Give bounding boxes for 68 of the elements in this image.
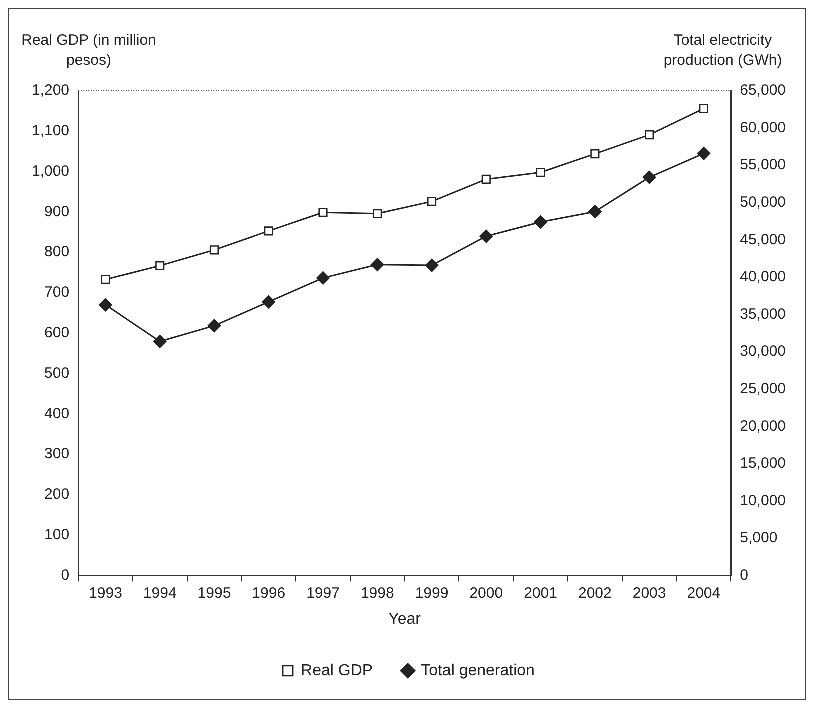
y-axis-title: Real GDP (in million pesos) <box>20 31 158 71</box>
x-tick-label: 2002 <box>578 584 612 602</box>
y2-tick-label: 35,000 <box>740 306 786 323</box>
y-tick-label: 400 <box>44 405 70 422</box>
point <box>316 272 330 285</box>
x-tick-label: 1995 <box>198 584 232 602</box>
x-tick-label: 1999 <box>415 584 449 602</box>
y-tick-label: 600 <box>44 324 70 342</box>
y2-tick-label: 5,000 <box>740 530 778 547</box>
y2-tick-label: 0 <box>740 566 748 584</box>
point <box>264 226 274 236</box>
y2-tick-label: 60,000 <box>740 119 786 136</box>
point <box>262 295 276 309</box>
point <box>480 230 494 244</box>
point <box>590 149 600 159</box>
point <box>588 205 602 218</box>
x-tick-label: 1994 <box>143 584 177 602</box>
point <box>482 174 491 184</box>
x-tick-label: 1996 <box>252 584 286 602</box>
point <box>101 275 110 284</box>
y-tick-label: 500 <box>44 364 70 382</box>
point <box>642 170 656 184</box>
point <box>373 209 382 218</box>
y2-tick-label: 15,000 <box>740 455 786 472</box>
y2-tick-label: 30,000 <box>740 343 786 360</box>
point <box>318 208 328 218</box>
y2-tick-label: 55,000 <box>740 156 786 174</box>
point <box>208 319 222 333</box>
point <box>156 261 165 270</box>
y2-tick-label: 25,000 <box>740 380 786 398</box>
point <box>697 147 711 160</box>
point <box>99 298 112 312</box>
point <box>699 104 708 114</box>
x-tick-label: 2003 <box>632 584 666 602</box>
y-tick-label: 1,200 <box>32 82 70 100</box>
point <box>210 246 220 255</box>
legend-label: Real GDP <box>301 662 374 680</box>
point <box>370 258 384 272</box>
point <box>645 130 654 140</box>
y-tick-label: 300 <box>44 446 70 463</box>
x-tick-label: 2000 <box>470 584 504 602</box>
x-tick-label: 2001 <box>524 584 558 602</box>
y2-tick-label: 10,000 <box>740 492 786 510</box>
y2-tick-label: 20,000 <box>740 418 786 435</box>
point <box>534 216 548 229</box>
legend-label: Total generation <box>421 662 535 680</box>
y2-tick-label: 40,000 <box>740 268 786 286</box>
point <box>153 334 167 348</box>
y-tick-label: 100 <box>44 526 70 544</box>
y-tick-label: 700 <box>44 284 70 302</box>
x-tick-label: 1993 <box>89 584 122 602</box>
y-tick-label: 1,000 <box>32 162 70 180</box>
x-axis-title: Year <box>388 610 422 628</box>
point <box>536 168 546 178</box>
x-tick-label: 1998 <box>360 584 394 602</box>
point <box>425 258 439 272</box>
y-tick-label: 200 <box>44 486 70 504</box>
y2-axis-title: Total electricity production (GWh) <box>662 31 784 71</box>
x-tick-label: 2004 <box>687 584 721 602</box>
y-tick-label: 900 <box>44 203 70 220</box>
point <box>427 197 437 206</box>
y-tick-label: 800 <box>44 244 70 261</box>
y2-tick-label: 45,000 <box>740 231 786 248</box>
y2-tick-label: 65,000 <box>740 82 786 100</box>
y-tick-label: 1,100 <box>32 122 70 140</box>
y-tick-label: 0 <box>61 566 70 584</box>
x-tick-label: 1997 <box>306 584 340 602</box>
y2-tick-label: 50,000 <box>740 194 786 212</box>
